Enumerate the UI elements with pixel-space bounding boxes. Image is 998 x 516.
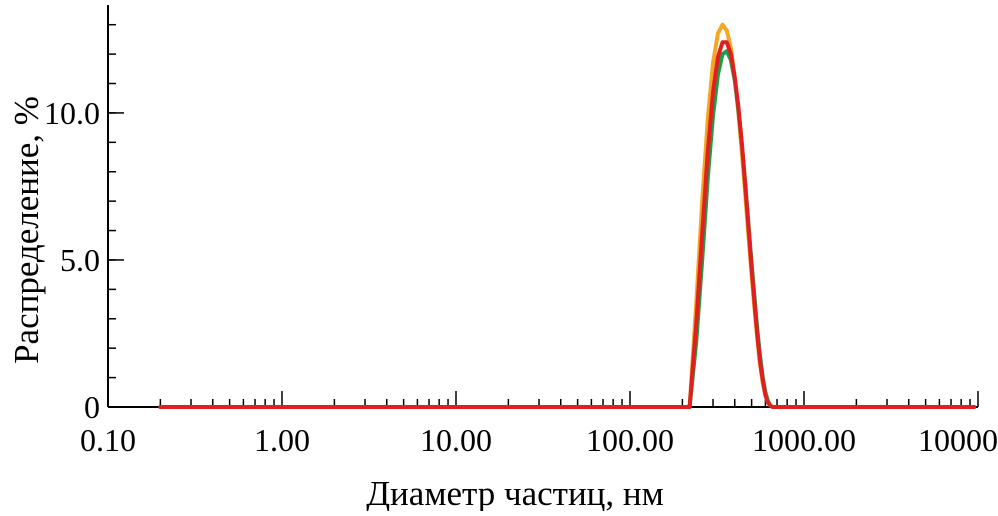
- series-line-2: [158, 49, 977, 409]
- series-line-1: [158, 22, 977, 409]
- series-lines: [158, 22, 977, 409]
- x-tick-label: 1000.00: [752, 422, 856, 458]
- x-tick-label: 1.00: [254, 422, 310, 458]
- x-axis-label: Диаметр частиц, нм: [366, 474, 664, 511]
- series-line-3: [158, 40, 977, 409]
- x-tick-label: 10000.00: [918, 422, 998, 458]
- y-tick-label: 10.0: [44, 95, 100, 131]
- x-tick-label: 100.00: [586, 422, 674, 458]
- y-tick-label: 5.0: [60, 242, 100, 278]
- axes: 0 5.0 10.0 0.10 1.00 10.00 100.00 1000.00 10000.…: [44, 5, 998, 458]
- x-tick-label: 10.00: [420, 422, 492, 458]
- y-axis-label: Распределение, %: [7, 96, 46, 364]
- x-tick-label: 0.10: [80, 422, 136, 458]
- y-tick-label: 0: [84, 389, 100, 425]
